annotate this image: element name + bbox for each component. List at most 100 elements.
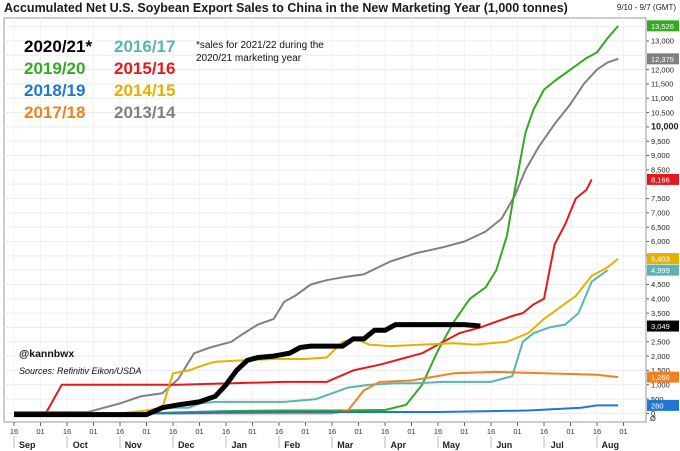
x-day-label: 16 xyxy=(10,427,18,436)
end-label-box xyxy=(647,53,679,65)
y-tick-label: 13,000 xyxy=(651,37,674,46)
x-day-label: 01 xyxy=(407,427,415,436)
x-month-label: Dec xyxy=(178,440,195,450)
series-line-2013-14 xyxy=(14,57,619,413)
end-label-value: 4,999 xyxy=(651,266,670,275)
x-day-label: 16 xyxy=(381,427,389,436)
y-tick-label: 9,500 xyxy=(651,137,670,146)
x-day-label: 01 xyxy=(89,427,97,436)
y-tick-label: 4,000 xyxy=(651,294,670,303)
x-month-label: Mar xyxy=(337,440,354,450)
end-label-box xyxy=(647,253,679,265)
legend-item: 2019/20 xyxy=(24,59,85,78)
y-tick-label: 7,500 xyxy=(651,194,670,203)
y-tick-label: 9,000 xyxy=(651,151,670,160)
y-tick-label: 11,000 xyxy=(651,94,673,103)
y-tick-label: 4,500 xyxy=(651,280,670,289)
end-label-value: 12,375 xyxy=(651,55,674,64)
chart-title: Accumulated Net U.S. Soybean Export Sale… xyxy=(4,1,568,15)
y-tick-label: 6,500 xyxy=(651,223,670,232)
author-handle: @kannbwx xyxy=(19,348,74,360)
y-tick-label: 3,500 xyxy=(651,309,670,318)
end-label-value: 5,403 xyxy=(651,255,670,264)
x-day-label: 16 xyxy=(328,427,336,436)
x-month-label: May xyxy=(442,440,460,450)
note-line-2: 2020/21 marketing year xyxy=(196,53,302,64)
x-day-label: 01 xyxy=(460,427,468,436)
end-label-value: 3,049 xyxy=(651,322,670,331)
y-tick-label: 11,500 xyxy=(651,80,673,89)
legend: 2020/21* 2016/17 2019/20 2015/16 2018/19 2014… xyxy=(24,37,176,122)
axis-corner-glyph: Ø xyxy=(650,414,656,423)
legend-item: 2014/15 xyxy=(114,81,175,100)
legend-item: 2017/18 xyxy=(24,103,85,122)
x-month-label: Oct xyxy=(73,440,88,450)
x-month-label: Aug xyxy=(602,440,620,450)
end-value-labels: 12,375 13,526 8,166 5,403 4,999 1,266 280 3,049 xyxy=(647,20,679,411)
end-label-box xyxy=(647,320,679,332)
x-month-label: Sep xyxy=(19,440,36,450)
x-day-label: 01 xyxy=(619,427,627,436)
end-label-box xyxy=(647,20,679,32)
series-line-2019-20 xyxy=(14,25,619,415)
end-label-value: 8,166 xyxy=(651,175,670,184)
x-month-label: Jun xyxy=(496,440,512,450)
note-line-1: *sales for 2021/22 during the xyxy=(196,40,324,51)
y-tick-label: 2,000 xyxy=(651,352,670,361)
y-tick-label: 10,500 xyxy=(651,108,674,117)
legend-item: 2015/16 xyxy=(114,59,175,78)
x-day-label: 01 xyxy=(566,427,574,436)
x-day-label: 16 xyxy=(116,427,124,436)
x-day-label: 16 xyxy=(63,427,71,436)
y-tick-label: 8,500 xyxy=(651,166,670,175)
x-month-label: Apr xyxy=(391,440,407,450)
y-tick-label: 7,000 xyxy=(651,209,670,218)
x-day-label: 16 xyxy=(434,427,442,436)
end-label-value: 280 xyxy=(651,401,664,410)
x-day-label: 01 xyxy=(513,427,521,436)
y-tick-label: 10,000 xyxy=(651,122,679,132)
x-day-label: 16 xyxy=(169,427,177,436)
x-day-label: 01 xyxy=(248,427,256,436)
end-label-box xyxy=(647,399,679,411)
legend-item: 2016/17 xyxy=(114,37,175,56)
legend-item: 2018/19 xyxy=(24,81,85,100)
x-day-label: 01 xyxy=(36,427,44,436)
grid xyxy=(4,18,646,422)
x-day-label: 16 xyxy=(487,427,495,436)
legend-item: 2020/21* xyxy=(24,37,92,56)
series-line-2016-17 xyxy=(14,269,609,415)
x-month-label: Jan xyxy=(231,440,247,450)
date-range: 9/10 - 9/7 (GMT) xyxy=(617,3,676,12)
end-label-box xyxy=(647,371,679,383)
x-day-label: 16 xyxy=(593,427,601,436)
y-axis: 13,000 12,000 11,500 11,000 10,500 10,000 9,50… xyxy=(646,37,679,418)
y-tick-label: 1,000 xyxy=(651,380,670,389)
end-label-value: 1,266 xyxy=(651,373,670,382)
end-label-box xyxy=(647,264,679,276)
series-line-2020-21- xyxy=(14,322,481,418)
x-day-label: 16 xyxy=(222,427,230,436)
x-month-label: Feb xyxy=(284,440,301,450)
series-line-2015-16 xyxy=(14,178,593,415)
y-tick-label: 0 xyxy=(651,409,655,418)
sources: Sources: Refinitiv Eikon/USDA xyxy=(19,366,142,376)
series-layer xyxy=(14,25,619,418)
legend-item: 2013/14 xyxy=(114,103,176,122)
x-day-label: 01 xyxy=(142,427,150,436)
x-day-label: 01 xyxy=(354,427,362,436)
x-day-label: 01 xyxy=(301,427,309,436)
x-axis: 16 01 16 01 16 01 16 01 16 01 16 01 16 01 16 01 16 01 16 01… xyxy=(10,422,628,450)
x-day-label: 16 xyxy=(540,427,548,436)
y-tick-label: 6,000 xyxy=(651,237,670,246)
series-line-2018-19 xyxy=(14,404,619,415)
x-day-label: 01 xyxy=(195,427,203,436)
x-month-label: Jul xyxy=(551,440,564,450)
y-tick-label: 12,000 xyxy=(651,65,674,74)
y-tick-label: 500 xyxy=(651,395,664,404)
end-label-value: 13,526 xyxy=(651,22,674,31)
x-month-label: Nov xyxy=(125,440,142,450)
plot-area xyxy=(3,17,647,423)
